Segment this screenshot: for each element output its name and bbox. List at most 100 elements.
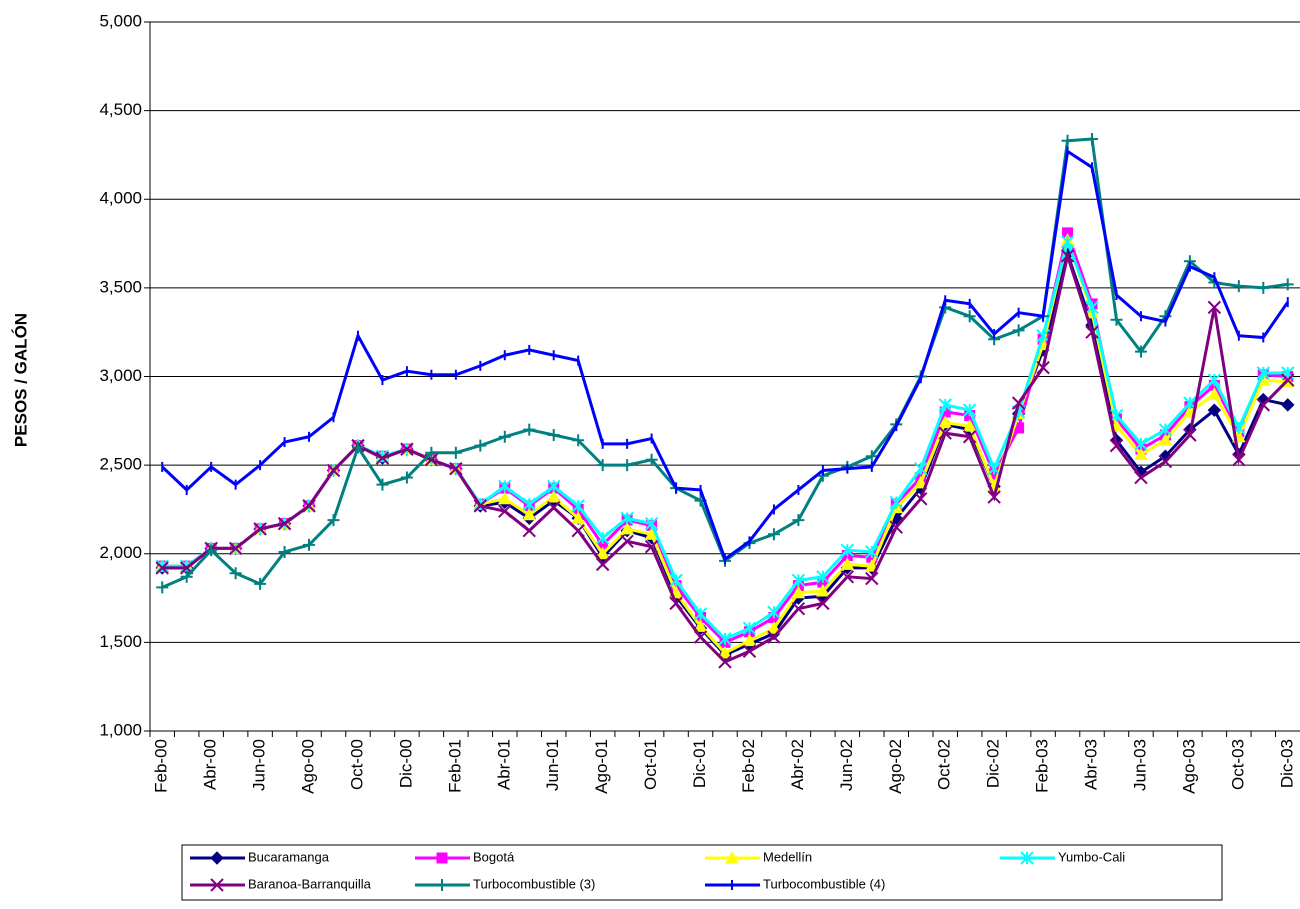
- y-tick-label: 3,000: [99, 366, 142, 385]
- marker: [376, 478, 389, 491]
- marker: [497, 491, 512, 505]
- marker: [1281, 373, 1295, 387]
- marker: [400, 442, 414, 456]
- y-tick-label: 1,500: [99, 632, 142, 651]
- x-tick-label: Ago-00: [299, 739, 318, 794]
- marker: [816, 583, 830, 597]
- marker: [180, 570, 193, 583]
- marker: [767, 621, 781, 634]
- x-tick-label: Ago-02: [886, 739, 905, 794]
- marker: [1134, 437, 1148, 451]
- marker: [436, 852, 448, 864]
- x-tick-label: Dic-02: [984, 739, 1003, 788]
- marker: [547, 428, 560, 441]
- y-tick-label: 4,500: [99, 100, 142, 119]
- marker: [449, 461, 463, 476]
- x-tick-label: Oct-01: [641, 739, 660, 790]
- marker: [791, 585, 806, 599]
- marker: [1207, 403, 1222, 417]
- marker: [865, 545, 879, 559]
- marker: [938, 415, 953, 429]
- marker: [693, 607, 708, 621]
- marker: [620, 534, 634, 549]
- marker: [229, 567, 242, 580]
- marker: [327, 514, 340, 527]
- marker: [914, 461, 928, 476]
- marker: [1085, 325, 1099, 339]
- marker: [522, 497, 536, 511]
- marker: [645, 453, 658, 466]
- legend-label: Baranoa-Barranquilla: [248, 876, 372, 891]
- legend-label: Medellín: [763, 849, 812, 864]
- marker: [864, 559, 879, 572]
- y-tick-label: 3,500: [99, 277, 142, 296]
- marker: [1183, 428, 1197, 442]
- marker: [326, 463, 341, 478]
- marker: [1110, 313, 1123, 326]
- marker: [303, 538, 316, 551]
- marker: [987, 461, 1001, 476]
- legend-label: Turbocombustible (3): [473, 876, 595, 891]
- marker: [1256, 398, 1271, 412]
- marker: [865, 450, 878, 463]
- marker: [1134, 447, 1148, 460]
- marker: [155, 559, 169, 573]
- x-tick-label: Jun-03: [1130, 739, 1149, 791]
- x-tick-label: Dic-00: [396, 739, 415, 788]
- marker: [155, 561, 169, 575]
- x-tick-label: Dic-03: [1277, 739, 1296, 788]
- marker: [1060, 235, 1075, 249]
- marker: [375, 449, 390, 463]
- marker: [547, 500, 561, 515]
- marker: [644, 516, 659, 531]
- marker: [987, 490, 1001, 504]
- marker: [278, 545, 291, 558]
- marker: [913, 475, 928, 489]
- marker: [1158, 433, 1173, 446]
- y-axis-title: PESOS / GALÓN: [11, 313, 30, 447]
- marker: [718, 632, 732, 646]
- marker: [938, 398, 952, 412]
- marker: [1085, 300, 1099, 315]
- y-tick-label: 4,000: [99, 189, 142, 208]
- series: [156, 132, 1294, 594]
- marker: [228, 541, 243, 556]
- marker: [742, 633, 757, 647]
- y-tick-label: 1,000: [99, 720, 142, 739]
- legend: Bucaramanga Bogotá Medellín Yumbo-Cali Baran…: [181, 844, 1223, 901]
- marker: [1158, 422, 1173, 437]
- marker: [473, 499, 488, 513]
- marker: [1060, 249, 1075, 263]
- x-tick-label: Oct-00: [347, 739, 366, 790]
- marker: [725, 850, 739, 864]
- marker: [277, 516, 292, 531]
- marker: [693, 630, 708, 644]
- x-tick-label: Feb-02: [739, 739, 758, 793]
- marker: [914, 492, 928, 506]
- marker: [596, 459, 609, 472]
- marker: [571, 511, 586, 524]
- x-tick-label: Ago-03: [1179, 739, 1198, 794]
- marker: [425, 446, 438, 459]
- marker: [498, 479, 512, 494]
- marker: [449, 446, 462, 459]
- series-line: [162, 248, 1289, 657]
- marker: [210, 878, 224, 892]
- series: [155, 232, 1295, 659]
- x-tick-label: Abr-01: [494, 739, 513, 790]
- marker: [572, 434, 585, 447]
- marker: [1281, 398, 1295, 412]
- marker: [889, 520, 903, 534]
- marker: [375, 451, 390, 465]
- marker: [210, 851, 224, 865]
- x-tick-label: Feb-00: [152, 739, 171, 793]
- marker: [571, 524, 585, 538]
- marker: [351, 441, 364, 454]
- marker: [620, 511, 634, 526]
- marker: [400, 471, 413, 484]
- marker: [546, 489, 561, 503]
- marker: [498, 430, 511, 443]
- marker: [1011, 396, 1026, 410]
- x-tick-label: Abr-00: [201, 739, 220, 790]
